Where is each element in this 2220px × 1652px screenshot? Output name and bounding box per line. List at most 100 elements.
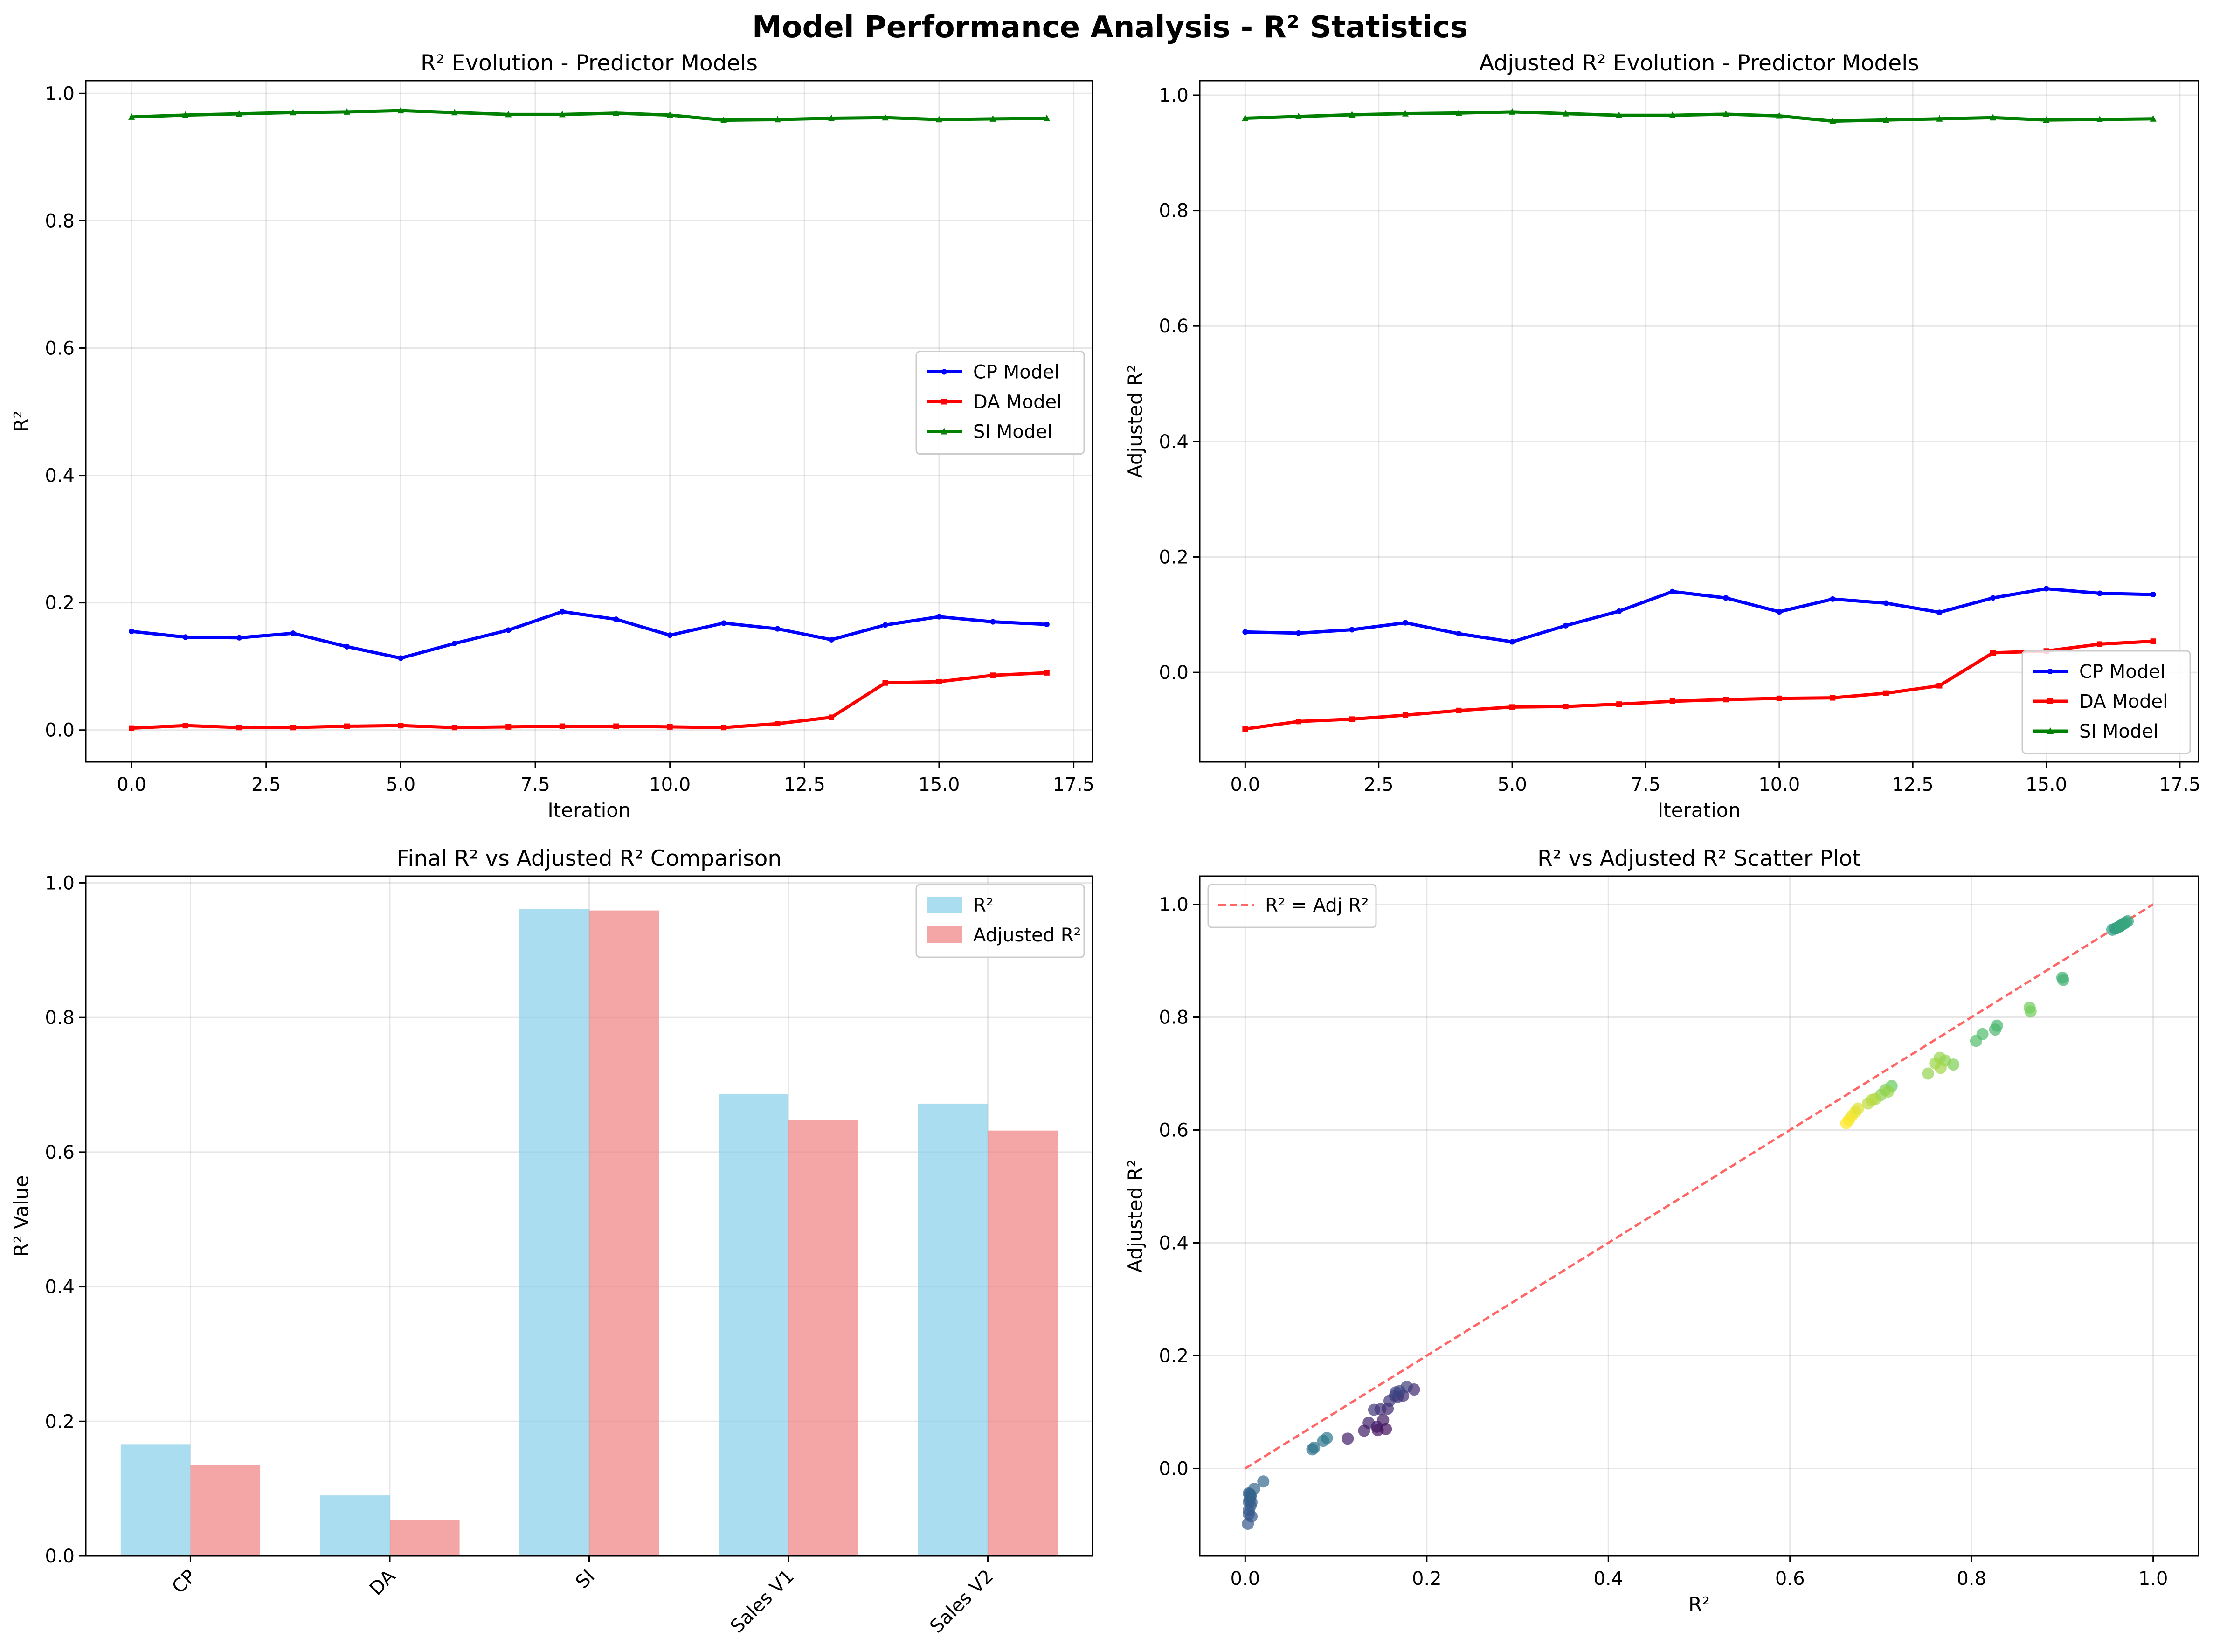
y-tick-label: 0.0 (45, 1546, 75, 1567)
plot-frame (1199, 875, 2199, 1557)
x-tick-label: 12.5 (1892, 774, 1934, 795)
data-point (451, 109, 458, 116)
x-axis-label: Iteration (547, 799, 630, 822)
data-point (1044, 622, 1050, 628)
data-point (1455, 109, 1462, 116)
bar (788, 1120, 858, 1556)
data-point (1990, 595, 1996, 601)
panel-r2-scatter: 0.0 0.2 0.4 0.6 0.8 1.0 0.0 0.2 0.4 0.6 0.8 1.0 R² v… (1124, 846, 2199, 1616)
data-point (1723, 697, 1729, 703)
data-point (667, 632, 673, 638)
y-tick-label: 1.0 (1159, 85, 1189, 106)
x-tick-label: 0.0 (117, 774, 146, 795)
legend-swatch-box (927, 926, 962, 943)
y-tick-label: 0.4 (45, 465, 75, 487)
data-point (1669, 698, 1675, 704)
data-point (1616, 111, 1623, 118)
data-point (667, 724, 673, 730)
data-point (1456, 631, 1462, 637)
data-point (290, 630, 296, 636)
x-tick-label: 5.0 (386, 774, 416, 795)
y-tick-label: 0.4 (1159, 431, 1189, 453)
data-point (935, 116, 942, 123)
data-point (2043, 586, 2049, 592)
category-label: DA (366, 1565, 400, 1600)
bar (719, 1094, 789, 1556)
reference-line (1245, 903, 2154, 1470)
bar (988, 1130, 1058, 1556)
data-point (1563, 704, 1569, 710)
scatter-point (2057, 974, 2069, 986)
data-point (1509, 704, 1515, 710)
y-tick-label: 0.0 (1159, 662, 1189, 684)
y-axis-label: R² (10, 410, 33, 432)
category-label: CP (168, 1566, 200, 1598)
data-point (1776, 609, 1782, 615)
data-point (182, 111, 189, 118)
data-point (398, 655, 404, 661)
data-point (505, 724, 512, 730)
bar (589, 910, 659, 1556)
legend-label: DA Model (2079, 691, 2168, 712)
legend-swatch-marker (941, 369, 947, 375)
data-point (128, 113, 135, 120)
data-point (936, 678, 942, 684)
panel-r2-evolution: 0.0 0.2 0.4 0.6 0.8 1.0 0.0 2.5 5.0 7.5 10.0 12.5 15… (10, 50, 1094, 822)
scatter-point (1922, 1067, 1934, 1080)
x-tick-label: 0.0 (1231, 1568, 1260, 1590)
y-tick-label: 0.2 (45, 1411, 75, 1432)
y-tick-label: 0.4 (45, 1277, 75, 1298)
scatter-point (1989, 1023, 2001, 1036)
bar-series-0 (120, 909, 988, 1556)
data-point (397, 107, 404, 114)
scatter-point (1970, 1035, 1982, 1047)
series-line (131, 610, 1047, 660)
data-point (1830, 695, 1836, 701)
series-da-model (129, 670, 1050, 731)
scatter-point (1248, 1483, 1260, 1495)
series-line (131, 671, 1047, 730)
data-point (559, 111, 566, 118)
y-tick-label: 0.2 (1159, 546, 1189, 568)
data-point (182, 723, 188, 729)
data-point (1830, 596, 1836, 602)
legend-swatch-marker (941, 428, 947, 435)
y-axis-label: Adjusted R² (1124, 1159, 1147, 1272)
data-point (775, 721, 781, 727)
data-point (290, 109, 297, 116)
data-point (2150, 638, 2156, 644)
x-axis-label: Iteration (1658, 799, 1741, 822)
data-point (236, 725, 242, 731)
data-point (882, 622, 888, 628)
legend-swatch-marker (941, 399, 947, 405)
legend-box (915, 884, 1085, 958)
data-point (613, 723, 619, 729)
legend-label: CP Model (973, 362, 1059, 383)
legend-label: SI Model (973, 422, 1052, 443)
data-point (882, 680, 888, 686)
x-tick-label: 5.0 (1497, 774, 1527, 795)
scatter-point (1865, 1094, 1878, 1106)
data-point (1990, 114, 1996, 121)
data-point (129, 629, 135, 635)
bar (190, 1465, 261, 1556)
y-tick-label: 0.6 (1159, 316, 1189, 337)
data-point (343, 108, 350, 115)
data-point (721, 620, 727, 626)
data-point (1883, 600, 1889, 606)
y-tick-label: 1.0 (1159, 894, 1189, 915)
legend-swatch-box (927, 897, 962, 913)
panel-title: Final R² vs Adjusted R² Comparison (397, 846, 781, 871)
y-tick-label: 1.0 (45, 872, 75, 894)
data-point (344, 643, 350, 650)
data-point (1402, 110, 1409, 117)
data-point (129, 725, 135, 731)
legend-swatch-marker (2047, 669, 2053, 674)
y-tick-label: 0.8 (45, 210, 75, 232)
y-tick-label: 0.8 (1159, 1007, 1189, 1028)
x-tick-label: 0.2 (1412, 1568, 1442, 1590)
data-point (936, 614, 942, 620)
panel-adjusted-r2-evolution: 0.0 0.2 0.4 0.6 0.8 1.0 0.0 2.5 5.0 7.5 10.0 12.5 15… (1124, 50, 2200, 822)
plot-frame (1199, 80, 2199, 763)
